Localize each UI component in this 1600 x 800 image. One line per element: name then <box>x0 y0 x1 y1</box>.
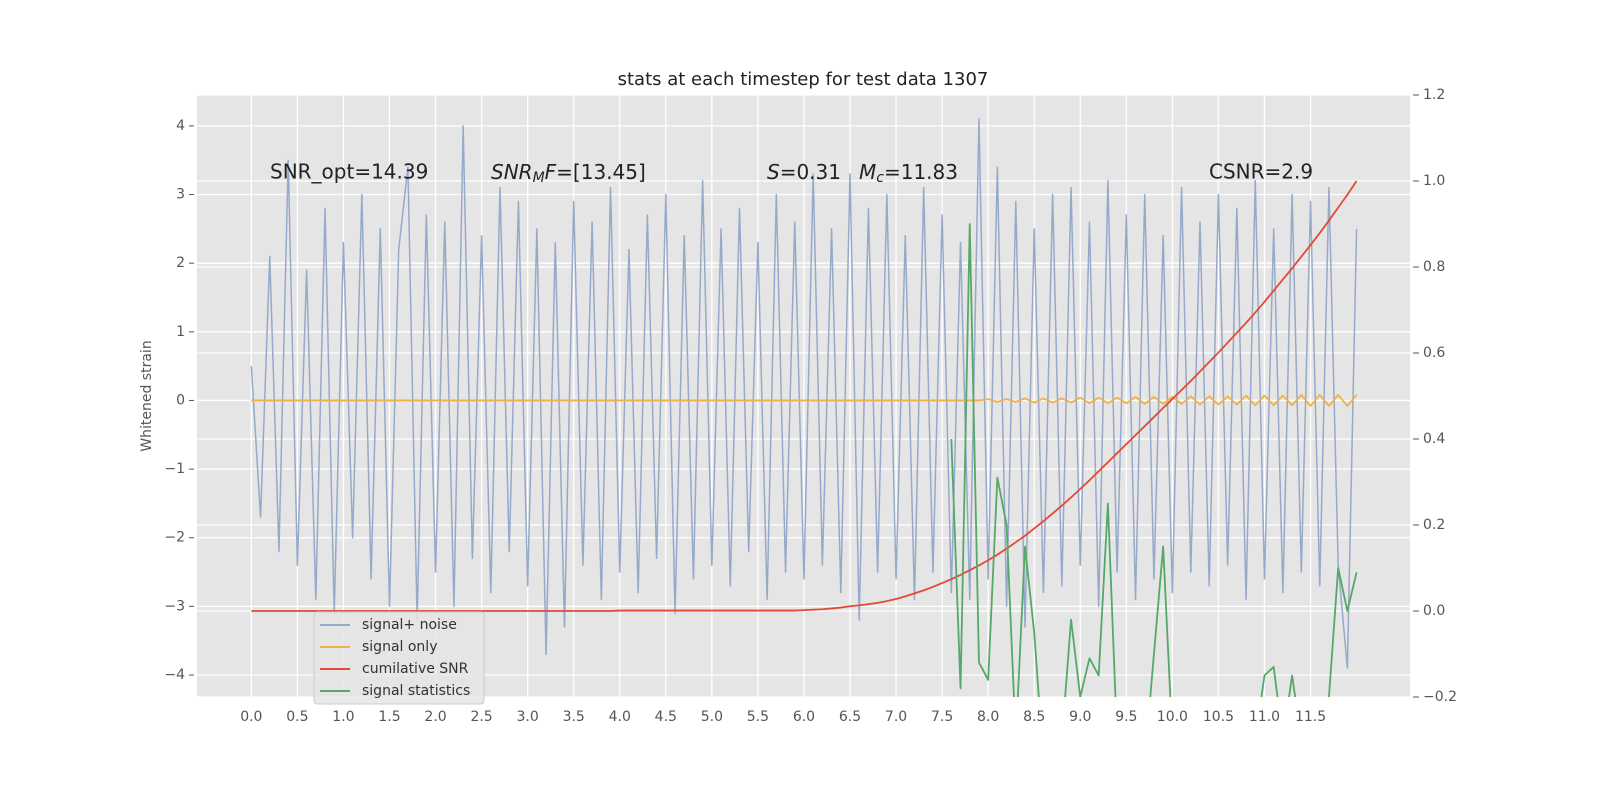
legend-box <box>313 611 485 705</box>
y-tick-label: 2 <box>176 255 185 271</box>
annotation-part: c <box>876 170 884 186</box>
x-tick-label: 8.5 <box>1023 709 1045 725</box>
x-tick-label: 0.0 <box>240 709 262 725</box>
legend-label: signal only <box>362 639 437 655</box>
legend-label: signal statistics <box>362 683 470 699</box>
series-line <box>250 118 1358 669</box>
x-tick-label: 0.5 <box>286 709 308 725</box>
y-tick-label: 0 <box>176 392 185 408</box>
y2-tick-label: 0.2 <box>1423 517 1445 533</box>
x-tick-label: 7.5 <box>931 709 953 725</box>
x-tick-label: 4.0 <box>609 709 631 725</box>
x-tick-label: 6.0 <box>793 709 815 725</box>
y2-tick-label: 1.2 <box>1423 87 1445 103</box>
annotation-part: =[13.45] <box>556 160 646 184</box>
annotation-part: M <box>533 170 545 186</box>
annotation: SNR_opt=14.39 <box>270 160 428 184</box>
y-tick-label: −1 <box>164 461 185 477</box>
annotation: CSNR=2.9 <box>1209 160 1313 184</box>
y-tick-label: −3 <box>164 598 185 614</box>
y-axis-label: Whitened strain <box>139 340 155 451</box>
y2-tick-label: 0.8 <box>1423 259 1445 275</box>
x-tick-label: 3.0 <box>517 709 539 725</box>
annotation: SNRMF=[13.45] <box>491 160 646 187</box>
x-tick-label: 9.5 <box>1115 709 1137 725</box>
y2-tick-label: 0.0 <box>1423 603 1445 619</box>
series-line <box>251 180 1358 612</box>
annotation: Mc=11.83 <box>859 160 958 187</box>
x-tick-label: 9.0 <box>1069 709 1091 725</box>
annotation-part: S <box>767 160 780 184</box>
y-tick-label: −2 <box>164 530 185 546</box>
legend-label: cumilative SNR <box>362 661 469 677</box>
x-tick-label: 3.5 <box>563 709 585 725</box>
annotation-part: =0.31 <box>780 160 841 184</box>
x-tick-label: 6.5 <box>839 709 861 725</box>
series-line <box>950 223 1358 697</box>
x-tick-label: 10.0 <box>1157 709 1188 725</box>
y2-tick-label: −0.2 <box>1423 689 1457 705</box>
y-tick-label: 1 <box>176 324 185 340</box>
x-tick-label: 5.5 <box>747 709 769 725</box>
series-line <box>251 394 1358 407</box>
x-tick-label: 7.0 <box>885 709 907 725</box>
x-tick-label: 1.0 <box>332 709 354 725</box>
annotation-part: F <box>545 160 557 184</box>
y-tick-label: −4 <box>164 667 185 683</box>
y-tick-label: 3 <box>176 187 185 203</box>
x-tick-label: 2.0 <box>424 709 446 725</box>
annotation: S=0.31 <box>767 160 841 184</box>
x-tick-label: 11.0 <box>1249 709 1280 725</box>
x-tick-label: 11.5 <box>1295 709 1326 725</box>
y2-tick-label: 1.0 <box>1423 173 1445 189</box>
y2-tick-label: 0.4 <box>1423 431 1445 447</box>
x-tick-label: 8.0 <box>977 709 999 725</box>
x-tick-label: 1.5 <box>378 709 400 725</box>
x-tick-label: 10.5 <box>1203 709 1234 725</box>
x-tick-label: 4.5 <box>655 709 677 725</box>
annotation-part: SNR <box>491 160 533 184</box>
annotation-part: =11.83 <box>884 160 958 184</box>
x-tick-label: 2.5 <box>470 709 492 725</box>
annotation-part: M <box>859 160 876 184</box>
chart-title: stats at each timestep for test data 130… <box>618 69 989 90</box>
legend-label: signal+ noise <box>362 617 457 633</box>
y2-tick-label: 0.6 <box>1423 345 1445 361</box>
x-tick-label: 5.0 <box>701 709 723 725</box>
y-tick-label: 4 <box>176 118 185 134</box>
